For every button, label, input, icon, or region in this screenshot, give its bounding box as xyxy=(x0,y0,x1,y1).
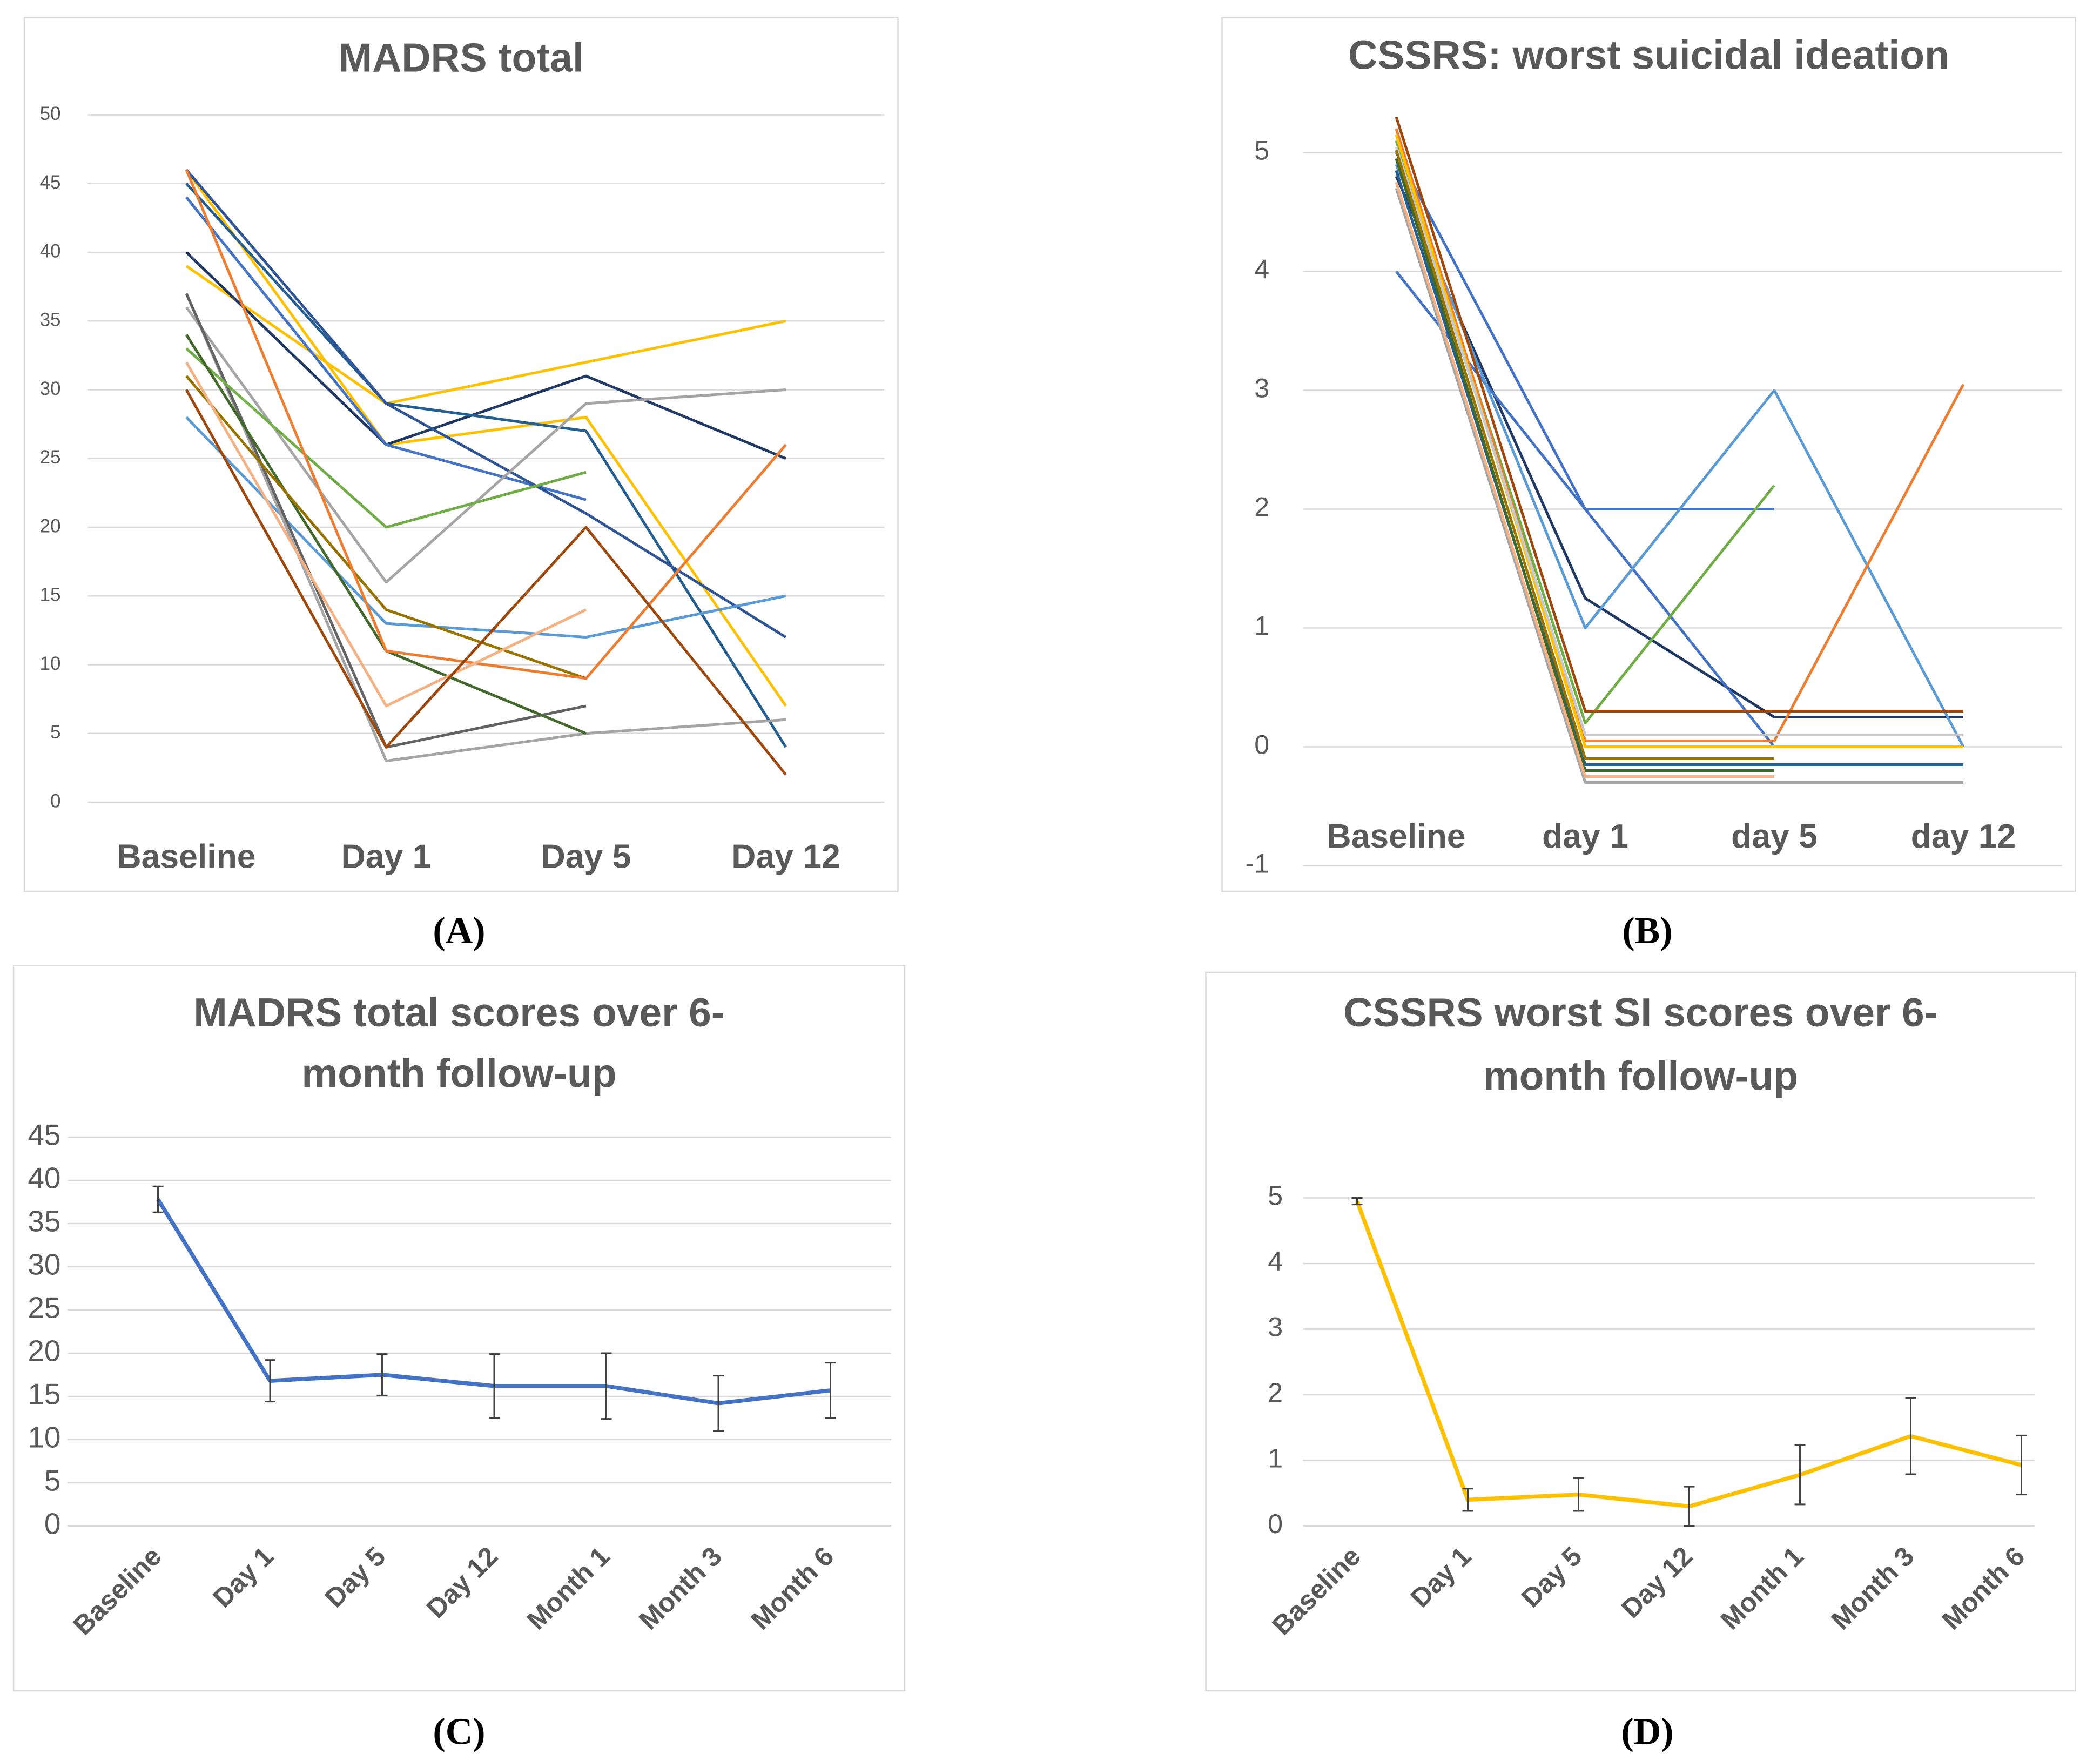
chart-frame xyxy=(12,965,906,1692)
y-tick-label: 1 xyxy=(1268,1443,1283,1474)
y-tick-label: 30 xyxy=(40,378,61,399)
series-line xyxy=(185,251,786,460)
y-tick-label: 15 xyxy=(40,584,61,606)
panel-label: (C) xyxy=(433,1711,485,1753)
series-line xyxy=(185,293,786,763)
panel-label: (D) xyxy=(1621,1711,1673,1753)
error-bar xyxy=(1905,1397,1916,1475)
series-line xyxy=(185,169,787,639)
chart-frame xyxy=(1221,17,2076,892)
y-tick-label: 50 xyxy=(40,103,61,124)
y-tick-label: -1 xyxy=(1246,849,1269,879)
chart-title: CSSRS: worst suicidal ideation xyxy=(1348,32,1949,77)
error-bar xyxy=(265,1359,276,1403)
y-tick-label: 0 xyxy=(1268,1509,1283,1539)
error-bar xyxy=(1684,1486,1695,1527)
y-tick-label: 45 xyxy=(40,172,61,193)
x-tick-label: Baseline xyxy=(1327,817,1465,855)
y-tick-label: 25 xyxy=(28,1291,60,1325)
y-tick-label: 4 xyxy=(1254,254,1269,285)
y-tick-label: 2 xyxy=(1268,1377,1283,1408)
panel-label: (B) xyxy=(1622,910,1672,952)
y-tick-label: 0 xyxy=(50,790,60,811)
x-tick-label: Day 1 xyxy=(341,838,432,876)
error-bar xyxy=(1351,1197,1363,1206)
panel-label: (A) xyxy=(433,910,485,952)
error-bar xyxy=(152,1185,164,1213)
y-tick-label: 10 xyxy=(28,1421,60,1454)
chart-title: MADRS total xyxy=(339,35,584,80)
x-tick-label: day 12 xyxy=(1911,817,2016,855)
y-tick-label: 5 xyxy=(1268,1181,1283,1211)
series-line xyxy=(1395,158,1775,772)
y-tick-label: 3 xyxy=(1268,1312,1283,1342)
y-tick-label: 5 xyxy=(50,722,60,743)
series-line xyxy=(185,375,587,680)
chart-title: CSSRS worst SI scores over 6- xyxy=(1343,990,1937,1035)
chart-title: month follow-up xyxy=(301,1050,616,1096)
chart-frame xyxy=(23,17,899,892)
error-bar xyxy=(376,1353,388,1396)
y-tick-label: 0 xyxy=(44,1507,61,1541)
series-line xyxy=(185,347,587,529)
y-tick-label: 4 xyxy=(1268,1246,1283,1276)
x-tick-label: Day 12 xyxy=(731,838,840,876)
error-bar xyxy=(601,1352,612,1420)
y-tick-label: 35 xyxy=(40,310,61,331)
y-tick-label: 10 xyxy=(40,653,61,674)
series-line xyxy=(185,389,787,776)
x-tick-label: Baseline xyxy=(117,838,255,876)
error-bar xyxy=(2016,1434,2027,1496)
y-tick-label: 40 xyxy=(40,240,61,261)
series-line xyxy=(1395,128,1965,742)
y-tick-label: 45 xyxy=(28,1118,60,1152)
error-bar xyxy=(713,1375,724,1432)
series-line xyxy=(185,306,786,584)
y-tick-label: 20 xyxy=(28,1334,60,1368)
y-tick-label: 2 xyxy=(1254,492,1269,522)
series-line xyxy=(1395,152,1775,748)
series-line xyxy=(1395,176,1963,718)
series-line xyxy=(185,196,587,501)
chart-title: month follow-up xyxy=(1483,1053,1798,1098)
y-tick-label: 35 xyxy=(28,1205,60,1238)
series-line xyxy=(185,265,786,405)
series-line xyxy=(1395,146,1963,736)
error-bar xyxy=(1462,1488,1473,1512)
series-line xyxy=(1395,164,1965,748)
y-tick-label: 40 xyxy=(28,1161,60,1195)
x-tick-label: day 1 xyxy=(1542,817,1628,855)
x-tick-label: day 5 xyxy=(1731,817,1818,855)
error-bar xyxy=(1794,1444,1806,1506)
error-bar xyxy=(489,1353,500,1419)
y-tick-label: 5 xyxy=(44,1464,61,1497)
y-tick-label: 25 xyxy=(40,447,61,468)
y-tick-label: 3 xyxy=(1254,373,1269,404)
y-tick-label: 20 xyxy=(40,515,61,536)
error-bar xyxy=(825,1362,836,1419)
series-line xyxy=(1395,187,1963,784)
series-line xyxy=(185,361,587,708)
y-tick-label: 15 xyxy=(28,1377,60,1411)
series-line xyxy=(1395,182,1775,778)
chart-frame xyxy=(1205,971,2076,1692)
y-tick-label: 1 xyxy=(1254,611,1269,641)
series-line xyxy=(185,169,787,680)
y-tick-label: 0 xyxy=(1254,730,1269,760)
chart-title: MADRS total scores over 6- xyxy=(193,990,725,1035)
y-tick-label: 30 xyxy=(28,1248,60,1281)
x-tick-label: Day 5 xyxy=(541,838,631,876)
error-bar xyxy=(1573,1477,1584,1512)
series-line xyxy=(1395,150,1775,760)
series-line xyxy=(185,183,787,748)
series-line xyxy=(1395,116,1963,713)
y-tick-label: 5 xyxy=(1254,136,1269,166)
